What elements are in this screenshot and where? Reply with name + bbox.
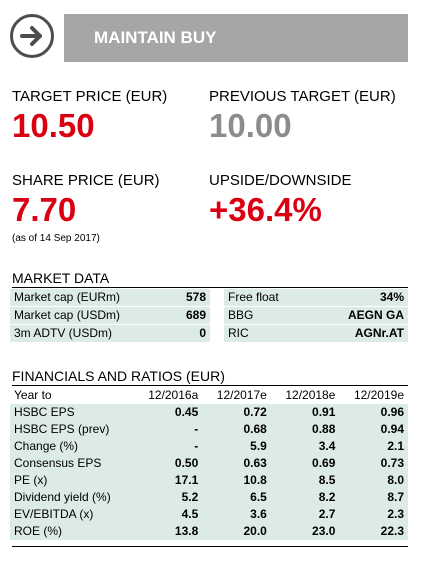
market-data-title: MARKET DATA [12, 270, 110, 286]
table-row: Consensus EPS 0.50 0.63 0.69 0.73 [10, 455, 408, 472]
free-float-label: Free float [224, 289, 313, 307]
target-price-value: 10.50 [12, 107, 95, 144]
table-cell: 0.63 [202, 455, 271, 472]
table-row: Market cap (EURm) 578 [10, 289, 210, 307]
financials-table: Year to 12/2016a 12/2017e 12/2018e 12/20… [10, 387, 408, 540]
table-cell: 3.6 [202, 506, 271, 523]
table-row: Market cap (USDm) 689 [10, 306, 210, 325]
table-row: EV/EBITDA (x) 4.5 3.6 2.7 2.3 [10, 506, 408, 523]
rating-label: MAINTAIN BUY [94, 28, 217, 47]
row-label: Consensus EPS [10, 455, 134, 472]
previous-target-label: PREVIOUS TARGET (EUR) [209, 88, 396, 105]
table-row: BBG AEGN GA [224, 306, 408, 325]
market-cap-eur-label: Market cap (EURm) [10, 289, 171, 307]
table-row: Change (%) - 5.9 3.4 2.1 [10, 438, 408, 455]
market-cap-eur-value: 578 [170, 289, 210, 307]
table-cell: 22.3 [339, 523, 408, 540]
financials-bottom-rule [12, 546, 408, 547]
column-header: 12/2018e [270, 387, 340, 404]
rating-bar: MAINTAIN BUY [64, 14, 408, 62]
table-row: 3m ADTV (USDm) 0 [10, 324, 210, 343]
table-row: HSBC EPS (prev) - 0.68 0.88 0.94 [10, 421, 408, 438]
table-cell: 8.2 [270, 489, 340, 506]
share-price-value: 7.70 [12, 191, 77, 228]
rating-banner: MAINTAIN BUY [10, 14, 408, 62]
bbg-label: BBG [224, 306, 313, 325]
market-cap-usd-value: 689 [170, 306, 210, 325]
table-cell: 0.45 [133, 404, 203, 421]
adtv-label: 3m ADTV (USDm) [10, 324, 171, 343]
upside-value: +36.4% [209, 191, 322, 228]
column-header: 12/2017e [202, 387, 271, 404]
table-cell: 0.72 [202, 404, 271, 421]
financials-title: FINANCIALS AND RATIOS (EUR) [12, 368, 225, 384]
table-cell: 4.5 [133, 506, 203, 523]
table-row: Dividend yield (%) 5.2 6.5 8.2 8.7 [10, 489, 408, 506]
table-cell: 6.5 [202, 489, 271, 506]
table-row: ROE (%) 13.8 20.0 23.0 22.3 [10, 523, 408, 540]
table-cell: 0.68 [202, 421, 271, 438]
table-cell: 10.8 [202, 472, 271, 489]
table-cell: 17.1 [133, 472, 203, 489]
table-cell: 23.0 [270, 523, 340, 540]
table-row: RIC AGNr.AT [224, 324, 408, 343]
market-data-rule [12, 287, 408, 288]
table-header-row: Year to 12/2016a 12/2017e 12/2018e 12/20… [10, 387, 408, 404]
table-cell: - [133, 438, 203, 455]
row-label: HSBC EPS (prev) [10, 421, 134, 438]
row-label: EV/EBITDA (x) [10, 506, 134, 523]
table-cell: 0.94 [339, 421, 408, 438]
financials-rule [12, 385, 408, 386]
ric-label: RIC [224, 324, 313, 343]
row-label: PE (x) [10, 472, 134, 489]
row-label: Dividend yield (%) [10, 489, 134, 506]
free-float-value: 34% [312, 289, 408, 307]
table-cell: 2.3 [339, 506, 408, 523]
table-cell: 0.73 [339, 455, 408, 472]
column-header: Year to [10, 387, 134, 404]
target-price-label: TARGET PRICE (EUR) [12, 88, 168, 105]
table-cell: 0.69 [270, 455, 340, 472]
table-cell: 2.7 [270, 506, 340, 523]
table-cell: 2.1 [339, 438, 408, 455]
table-row: PE (x) 17.1 10.8 8.5 8.0 [10, 472, 408, 489]
table-cell: 0.88 [270, 421, 340, 438]
share-price-label: SHARE PRICE (EUR) [12, 172, 160, 189]
bbg-value: AEGN GA [312, 306, 408, 325]
table-row: HSBC EPS 0.45 0.72 0.91 0.96 [10, 404, 408, 421]
table-row: Free float 34% [224, 289, 408, 307]
table-cell: 5.9 [202, 438, 271, 455]
table-cell: 8.0 [339, 472, 408, 489]
table-cell: 13.8 [133, 523, 203, 540]
share-price-date-note: (as of 14 Sep 2017) [12, 233, 100, 244]
table-cell: - [133, 421, 203, 438]
table-cell: 20.0 [202, 523, 271, 540]
column-header: 12/2016a [133, 387, 203, 404]
row-label: HSBC EPS [10, 404, 134, 421]
ric-value: AGNr.AT [312, 324, 408, 343]
column-header: 12/2019e [339, 387, 408, 404]
market-cap-usd-label: Market cap (USDm) [10, 306, 171, 325]
previous-target-value: 10.00 [209, 107, 292, 144]
table-cell: 0.91 [270, 404, 340, 421]
row-label: ROE (%) [10, 523, 134, 540]
table-cell: 5.2 [133, 489, 203, 506]
arrow-right-circle-icon [10, 14, 54, 58]
table-cell: 3.4 [270, 438, 340, 455]
row-label: Change (%) [10, 438, 134, 455]
market-data-right-table: Free float 34% BBG AEGN GA RIC AGNr.AT [224, 289, 408, 343]
table-cell: 8.5 [270, 472, 340, 489]
table-cell: 0.96 [339, 404, 408, 421]
table-cell: 0.50 [133, 455, 203, 472]
upside-label: UPSIDE/DOWNSIDE [209, 172, 352, 189]
table-cell: 8.7 [339, 489, 408, 506]
market-data-left-table: Market cap (EURm) 578 Market cap (USDm) … [10, 289, 210, 343]
adtv-value: 0 [170, 324, 210, 343]
